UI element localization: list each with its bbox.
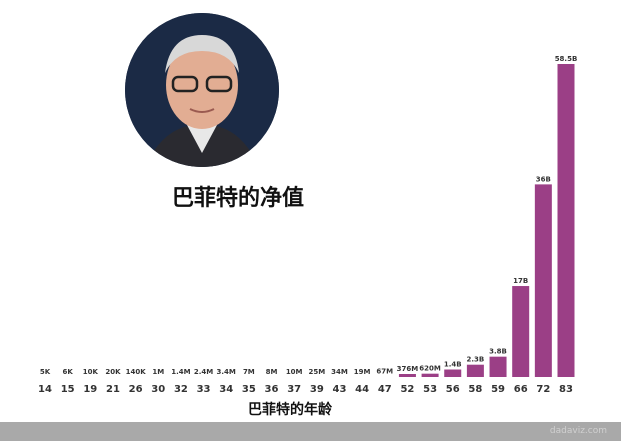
data-label: 5K — [40, 368, 51, 376]
x-tick-label: 52 — [400, 384, 414, 395]
data-label: 1M — [152, 368, 164, 376]
x-tick-label: 34 — [219, 384, 233, 395]
bar-chart: 5K 14 6K 15 10K 19 20K 21 140K 26 1M 30 1.4M 32 2.4M 33… — [38, 55, 578, 418]
data-label: 10K — [83, 368, 99, 376]
x-tick-label: 26 — [129, 384, 143, 395]
data-label: 20K — [105, 368, 121, 376]
x-tick-label: 39 — [310, 384, 324, 395]
data-label: 8M — [266, 368, 278, 376]
x-tick-label: 83 — [559, 384, 573, 395]
data-label: 140K — [126, 368, 147, 376]
data-label: 3.8B — [489, 348, 507, 356]
x-tick-label: 14 — [38, 384, 52, 395]
x-axis-label: 巴菲特的年龄 — [248, 401, 333, 418]
x-tick-label: 15 — [61, 384, 75, 395]
data-label: 6K — [63, 368, 74, 376]
x-tick-label: 47 — [378, 384, 392, 395]
data-label: 2.3B — [467, 356, 485, 364]
data-label: 1.4B — [444, 361, 462, 369]
x-tick-label: 33 — [197, 384, 211, 395]
bar — [489, 356, 507, 377]
data-label: 25M — [308, 368, 325, 376]
bar — [398, 374, 416, 377]
x-tick-label: 32 — [174, 384, 188, 395]
x-tick-label: 43 — [333, 384, 347, 395]
data-label: 19M — [354, 368, 371, 376]
data-label: 10M — [286, 368, 303, 376]
data-label: 1.4M — [171, 368, 190, 376]
x-tick-label: 44 — [355, 384, 369, 395]
x-tick-label: 66 — [514, 384, 528, 395]
data-label: 620M — [419, 365, 441, 373]
buffett-portrait — [125, 13, 279, 167]
x-tick-label: 56 — [446, 384, 460, 395]
data-label: 7M — [243, 368, 255, 376]
data-label: 58.5B — [555, 55, 578, 63]
data-label: 36B — [536, 175, 551, 183]
x-tick-label: 58 — [468, 384, 482, 395]
data-label: 2.4M — [194, 368, 213, 376]
data-label: 34M — [331, 368, 348, 376]
watermark: dadaviz.com — [549, 426, 607, 436]
x-tick-label: 19 — [83, 384, 97, 395]
chart-title: 巴菲特的净值 — [172, 186, 305, 211]
data-label: 17B — [513, 277, 528, 285]
data-label: 67M — [376, 368, 393, 376]
bar — [512, 286, 530, 377]
bar — [557, 64, 575, 377]
x-tick-label: 21 — [106, 384, 120, 395]
bar — [444, 369, 462, 377]
bar — [466, 364, 484, 377]
x-tick-label: 53 — [423, 384, 437, 395]
bar — [421, 373, 439, 377]
data-label: 3.4M — [217, 368, 236, 376]
x-tick-label: 37 — [287, 384, 301, 395]
data-label: 376M — [397, 365, 419, 373]
footer-bar: dadaviz.com — [0, 422, 621, 441]
x-tick-label: 30 — [151, 384, 165, 395]
bar — [534, 184, 552, 377]
x-tick-label: 59 — [491, 384, 505, 395]
x-tick-label: 36 — [265, 384, 279, 395]
x-tick-label: 72 — [536, 384, 550, 395]
x-tick-label: 35 — [242, 384, 256, 395]
